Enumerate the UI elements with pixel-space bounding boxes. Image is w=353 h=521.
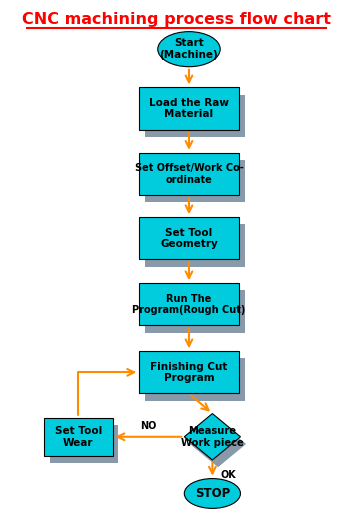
Polygon shape — [184, 414, 240, 460]
Text: NO: NO — [140, 420, 157, 430]
Text: Finishing Cut
Program: Finishing Cut Program — [150, 362, 228, 383]
FancyBboxPatch shape — [44, 418, 113, 456]
FancyBboxPatch shape — [145, 290, 245, 333]
FancyBboxPatch shape — [139, 351, 239, 393]
FancyBboxPatch shape — [145, 160, 245, 202]
Text: Run The
Program(Rough Cut): Run The Program(Rough Cut) — [132, 293, 246, 315]
Text: STOP: STOP — [195, 487, 230, 500]
FancyBboxPatch shape — [145, 94, 245, 137]
FancyBboxPatch shape — [145, 358, 245, 401]
Text: Load the Raw
Material: Load the Raw Material — [149, 97, 229, 119]
FancyBboxPatch shape — [49, 425, 118, 463]
Text: Measure
Work piece: Measure Work piece — [181, 426, 244, 448]
FancyBboxPatch shape — [139, 217, 239, 259]
Ellipse shape — [184, 479, 240, 508]
Ellipse shape — [158, 32, 220, 67]
Text: Set Tool
Wear: Set Tool Wear — [55, 426, 102, 448]
Polygon shape — [190, 421, 246, 467]
FancyBboxPatch shape — [139, 283, 239, 326]
FancyBboxPatch shape — [145, 225, 245, 267]
Text: Set Tool
Geometry: Set Tool Geometry — [160, 228, 218, 249]
Text: OK: OK — [220, 470, 236, 480]
FancyBboxPatch shape — [139, 88, 239, 130]
Text: Start
(Machine): Start (Machine) — [160, 39, 219, 60]
Text: Set Offset/Work Co-
ordinate: Set Offset/Work Co- ordinate — [134, 163, 243, 185]
Text: CNC machining process flow chart: CNC machining process flow chart — [22, 12, 331, 27]
FancyBboxPatch shape — [139, 153, 239, 195]
